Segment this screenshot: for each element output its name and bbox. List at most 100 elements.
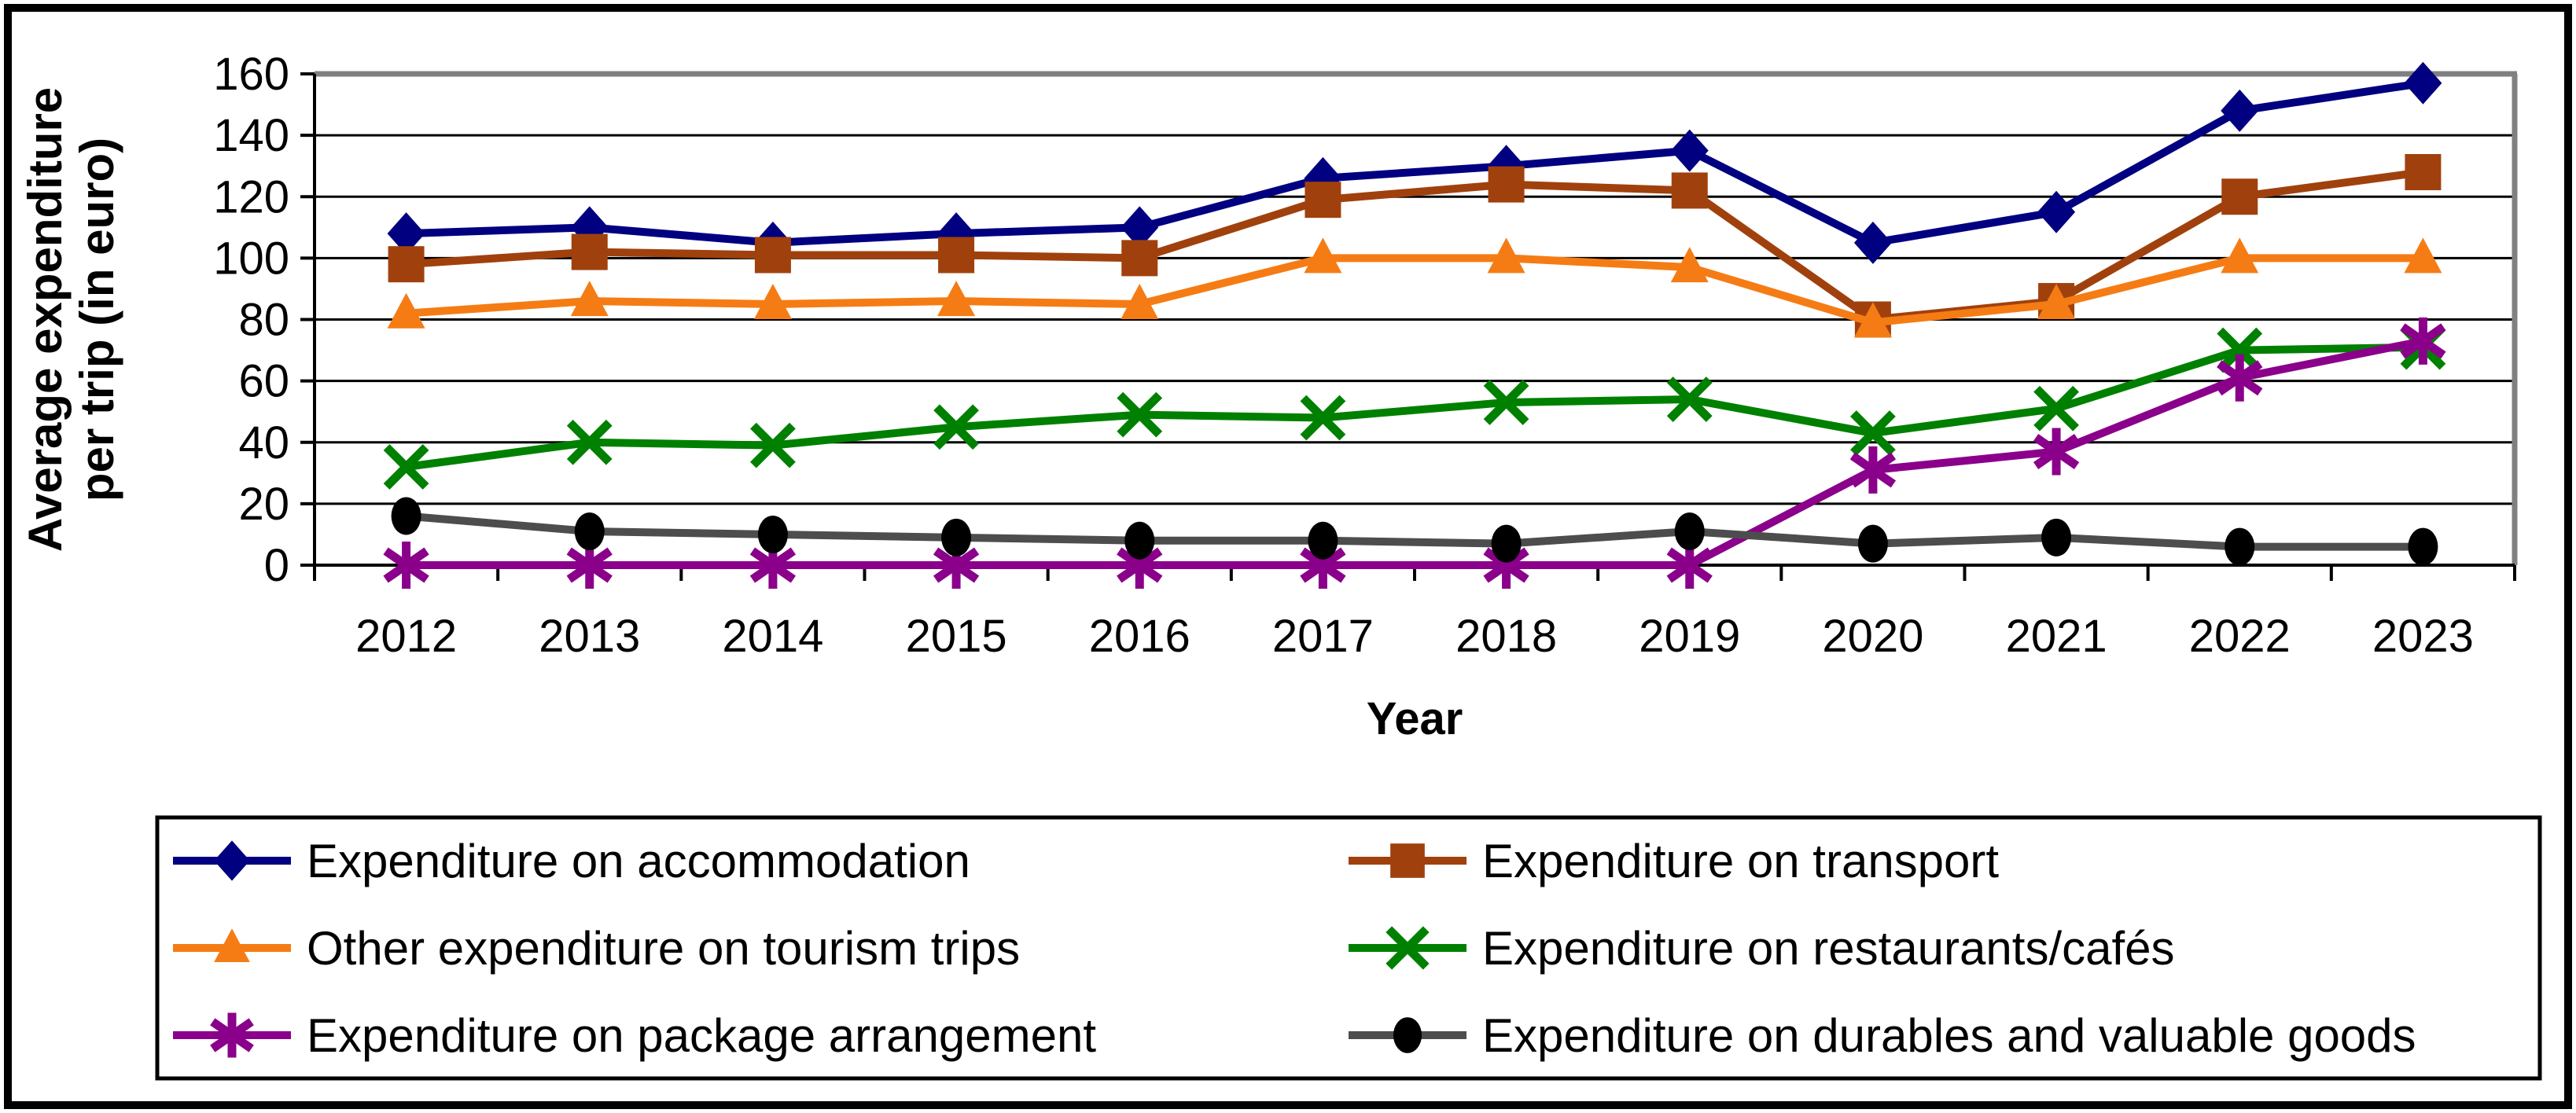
marker-x — [1483, 380, 1529, 425]
marker-triangle — [1304, 237, 1342, 274]
x-tick-label: 2019 — [1639, 611, 1740, 662]
marker-square — [388, 246, 425, 283]
marker-asterisk — [1849, 446, 1897, 494]
series-line — [406, 254, 2423, 327]
marker-diamond — [1853, 221, 1892, 264]
marker-square — [1121, 240, 1158, 277]
legend-item: Other expenditure on tourism trips — [173, 922, 1020, 975]
y-axis-title-line: Average expenditure — [19, 87, 72, 552]
series-line — [406, 79, 2424, 248]
marker-circle — [2408, 527, 2438, 566]
marker-x — [1850, 410, 1896, 456]
legend-label: Expenditure on transport — [1482, 835, 1999, 887]
x-tick-label: 2012 — [355, 611, 457, 662]
x-tick-label: 2018 — [1455, 611, 1557, 662]
marker-square — [938, 237, 975, 274]
marker-diamond — [1121, 206, 1159, 249]
marker-diamond — [2404, 61, 2442, 105]
marker-circle — [391, 497, 421, 535]
series-5 — [391, 497, 2438, 566]
marker-circle — [941, 518, 972, 556]
marker-circle — [1857, 524, 1888, 563]
y-tick-label: 160 — [213, 49, 289, 100]
marker-circle — [574, 512, 605, 551]
marker-circle — [1393, 1017, 1422, 1053]
marker-x — [2217, 327, 2263, 373]
marker-square — [754, 237, 791, 274]
marker-circle — [2225, 527, 2255, 566]
marker-triangle — [2404, 237, 2442, 274]
marker-asterisk — [2400, 317, 2446, 365]
legend-label: Expenditure on package arrangement — [307, 1009, 1096, 1062]
x-tick-label: 2016 — [1089, 611, 1190, 662]
marker-x — [1117, 391, 1163, 438]
marker-x — [933, 404, 979, 450]
marker-diamond — [214, 840, 250, 881]
marker-square — [1671, 172, 1708, 209]
legend-item: Expenditure on package arrangement — [173, 1009, 1096, 1062]
marker-triangle — [2037, 283, 2076, 319]
marker-square — [571, 233, 608, 270]
marker-circle — [1491, 524, 1522, 563]
legend-item: Expenditure on transport — [1349, 835, 1999, 887]
series-line — [405, 343, 2423, 471]
y-tick-label: 80 — [238, 295, 289, 346]
y-tick-label: 60 — [238, 356, 289, 407]
marker-diamond — [1670, 129, 1709, 172]
marker-circle — [1308, 521, 1338, 560]
marker-square — [2405, 154, 2442, 190]
marker-square — [2221, 178, 2258, 215]
marker-triangle — [570, 281, 609, 317]
marker-square — [1305, 182, 1341, 219]
marker-asterisk — [210, 1012, 254, 1058]
series-3 — [383, 324, 2446, 490]
marker-square — [1390, 843, 1425, 878]
marker-x — [750, 422, 796, 468]
legend-label: Expenditure on accommodation — [307, 835, 970, 887]
series-line — [406, 336, 2424, 569]
y-tick-label: 100 — [213, 233, 289, 284]
x-axis-title: Year — [1367, 693, 1463, 744]
legend-item: Expenditure on durables and valuable goo… — [1349, 1009, 2416, 1062]
y-tick-label: 20 — [238, 479, 289, 530]
x-tick-label: 2023 — [2372, 611, 2474, 662]
series-line — [406, 512, 2423, 551]
marker-asterisk — [2217, 354, 2263, 402]
marker-triangle — [2221, 237, 2259, 274]
legend-label: Expenditure on restaurants/cafés — [1482, 922, 2175, 975]
y-tick-label: 0 — [264, 540, 289, 591]
marker-x — [1386, 926, 1430, 970]
marker-circle — [2041, 518, 2072, 556]
marker-x — [1666, 377, 1713, 422]
marker-triangle — [937, 281, 976, 317]
x-tick-label: 2014 — [722, 611, 823, 662]
marker-x — [566, 419, 613, 465]
marker-triangle — [214, 928, 250, 963]
marker-diamond — [2037, 190, 2076, 233]
marker-circle — [757, 515, 788, 553]
marker-square — [1488, 166, 1525, 203]
y-tick-label: 140 — [213, 110, 289, 161]
x-tick-label: 2021 — [2006, 611, 2107, 662]
x-tick-label: 2013 — [539, 611, 640, 662]
marker-triangle — [1487, 237, 1525, 274]
marker-triangle — [1121, 283, 1159, 319]
marker-triangle — [1670, 247, 1709, 283]
legend-item: Expenditure on restaurants/cafés — [1349, 922, 2175, 975]
series-2 — [387, 237, 2442, 338]
y-tick-label: 120 — [213, 171, 289, 222]
marker-triangle — [1853, 302, 1892, 338]
marker-circle — [1124, 521, 1155, 560]
x-tick-label: 2020 — [1822, 611, 1923, 662]
marker-x — [383, 444, 429, 490]
marker-x — [2033, 385, 2079, 432]
y-axis-title-line: per trip (in euro) — [71, 138, 123, 501]
marker-x — [1300, 395, 1346, 441]
legend-label: Other expenditure on tourism trips — [307, 922, 1020, 975]
marker-diamond — [387, 212, 425, 255]
marker-triangle — [387, 292, 425, 329]
x-tick-label: 2022 — [2189, 611, 2291, 662]
x-tick-label: 2015 — [906, 611, 1007, 662]
